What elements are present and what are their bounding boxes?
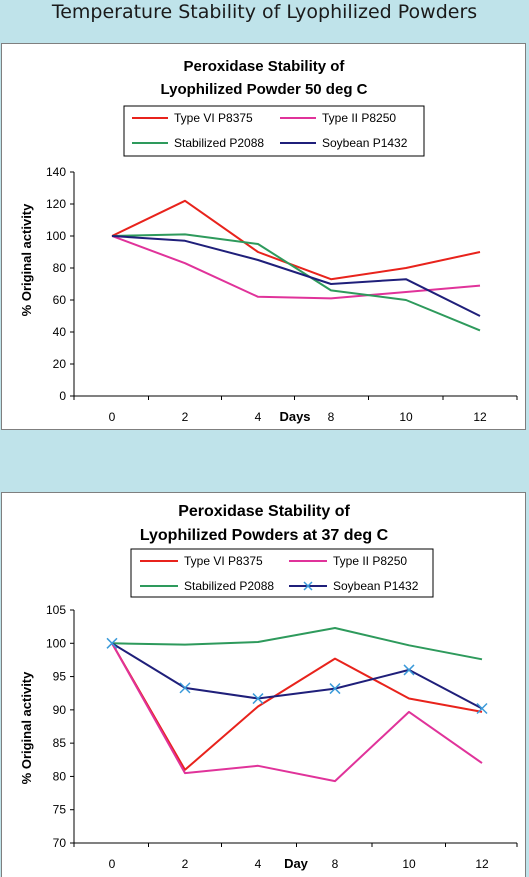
y-tick-label: 80 — [53, 261, 67, 275]
series-line-3 — [111, 235, 481, 317]
legend-label: Stabilized P2088 — [184, 579, 274, 593]
y-tick-label: 100 — [46, 229, 66, 243]
y-axis-title: % Original activity — [19, 203, 34, 316]
legend-box — [130, 548, 434, 598]
legend-label: Stabilized P2088 — [174, 136, 264, 150]
legend-label: Type VI P8375 — [174, 111, 253, 125]
x-axis-title: Days — [279, 409, 310, 424]
x-tick-label: 10 — [399, 410, 413, 424]
series-line-0 — [111, 199, 481, 281]
series-line-1 — [111, 235, 481, 300]
y-tick-label: 70 — [53, 836, 67, 850]
x-tick-label: 12 — [473, 410, 487, 424]
y-tick-label: 90 — [53, 703, 67, 717]
y-tick-label: 100 — [46, 636, 66, 650]
x-tick-label: 2 — [182, 857, 189, 871]
legend-label: Type VI P8375 — [184, 554, 263, 568]
y-tick-label: 95 — [53, 670, 67, 684]
chart-title-line2: Lyophilized Powders at 37 deg C — [140, 527, 389, 544]
series-marker — [329, 683, 341, 695]
x-tick-label: 4 — [255, 857, 262, 871]
series-line-3 — [111, 642, 483, 710]
series-line-0 — [111, 642, 483, 771]
series-marker — [403, 664, 415, 676]
x-tick-label: 8 — [328, 410, 335, 424]
x-tick-label: 10 — [402, 857, 416, 871]
y-axis-title: % Original activity — [19, 671, 34, 784]
legend-marker — [303, 581, 313, 591]
legend-label: Type II P8250 — [333, 554, 407, 568]
y-tick-label: 20 — [53, 357, 67, 371]
x-tick-label: 0 — [109, 410, 116, 424]
x-tick-label: 8 — [332, 857, 339, 871]
y-tick-label: 60 — [53, 293, 67, 307]
series-marker — [106, 637, 118, 649]
x-tick-label: 2 — [182, 410, 189, 424]
x-tick-label: 0 — [109, 857, 116, 871]
legend-label: Soybean P1432 — [333, 579, 419, 593]
chart-title-line1: Peroxidase Stability of — [178, 503, 350, 520]
series-marker — [476, 702, 488, 715]
x-axis-title: Day — [284, 856, 309, 871]
legend-box — [123, 105, 425, 157]
series-line-2 — [111, 627, 483, 661]
y-tick-label: 75 — [53, 803, 67, 817]
series-marker — [252, 693, 264, 705]
series-line-1 — [111, 642, 483, 783]
legend-label: Type II P8250 — [322, 111, 396, 125]
x-tick-label: 4 — [255, 410, 262, 424]
series-line-2 — [111, 233, 481, 332]
y-tick-label: 105 — [46, 603, 66, 617]
y-tick-label: 0 — [59, 389, 66, 403]
y-tick-label: 40 — [53, 325, 67, 339]
chart-panel-50c — [1, 43, 526, 430]
series-marker — [179, 682, 191, 694]
chart-title-line2: Lyophilized Powder 50 deg C — [161, 81, 368, 98]
chart-title-line1: Peroxidase Stability of — [184, 58, 346, 75]
y-tick-label: 120 — [46, 197, 66, 211]
x-tick-label: 12 — [475, 857, 489, 871]
y-tick-label: 140 — [46, 165, 66, 179]
slide-title: Temperature Stability of Lyophilized Pow… — [51, 1, 478, 23]
legend-label: Soybean P1432 — [322, 136, 408, 150]
y-tick-label: 80 — [53, 769, 67, 783]
y-tick-label: 85 — [53, 736, 67, 750]
